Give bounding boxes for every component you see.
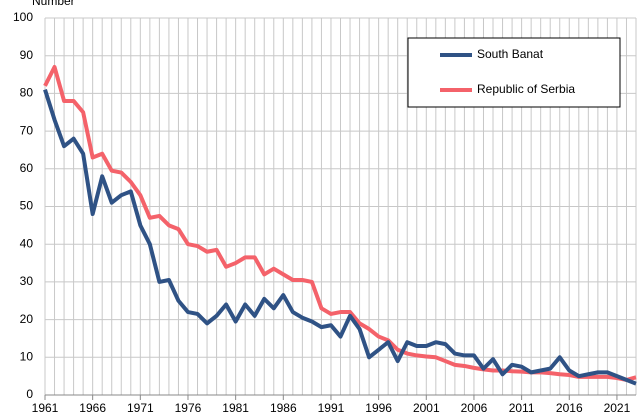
x-tick-label: 1976 [175,401,202,415]
legend-box [407,37,621,108]
y-tick-label: 0 [26,387,33,401]
x-tick-label: 1961 [32,401,59,415]
x-tick-label: 1996 [365,401,392,415]
x-tick-label: 1991 [318,401,345,415]
x-tick-label: 2021 [604,401,631,415]
x-tick-label: 1966 [79,401,106,415]
y-axis-label: Number [32,0,75,8]
x-tick-label: 1981 [222,401,249,415]
x-tick-label: 2016 [556,401,583,415]
y-tick-label: 10 [20,349,34,363]
y-tick-label: 90 [20,48,34,62]
y-tick-label: 70 [20,123,34,137]
x-tick-label: 1986 [270,401,297,415]
y-tick-label: 50 [20,199,34,213]
x-tick-label: 1971 [127,401,154,415]
y-tick-label: 100 [13,10,33,24]
legend-label: South Banat [477,47,544,61]
x-tick-label: 2001 [413,401,440,415]
legend-label: Republic of Serbia [477,82,575,96]
y-tick-label: 60 [20,161,34,175]
line [43,89,637,386]
x-tick-label: 2011 [509,401,535,415]
y-tick-label: 20 [20,312,34,326]
y-tick-label: 40 [20,236,34,250]
x-tick-label: 2006 [461,401,488,415]
y-tick-label: 30 [20,274,34,288]
y-tick-label: 80 [20,86,34,100]
